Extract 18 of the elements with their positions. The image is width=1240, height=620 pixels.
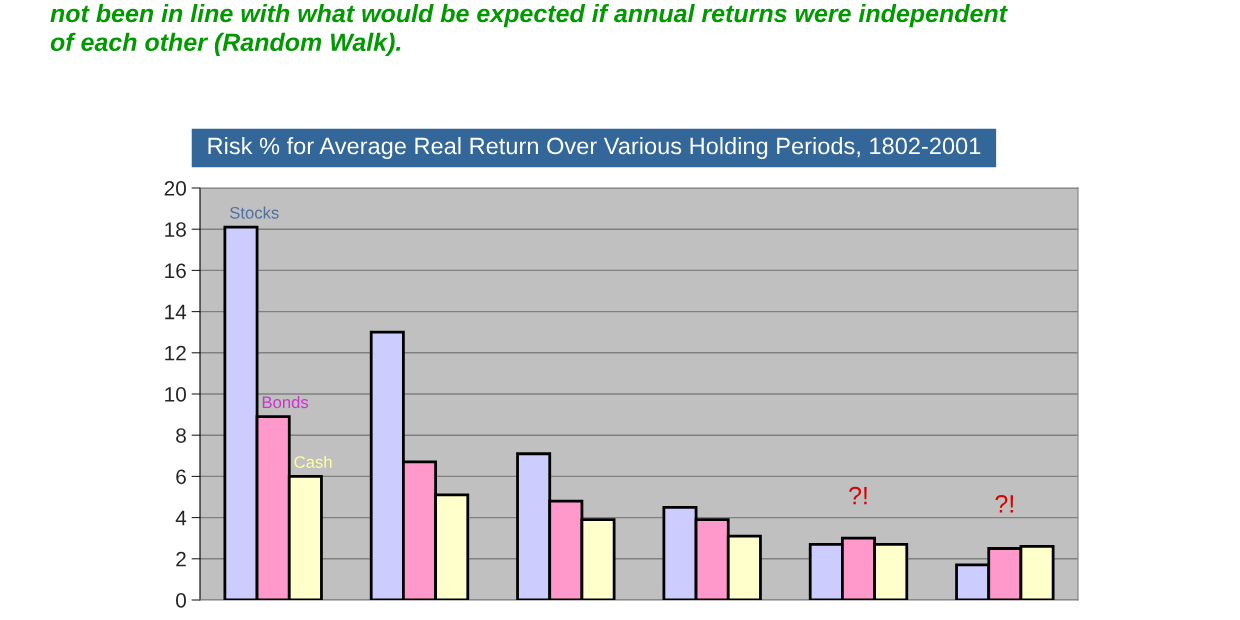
y-tick-label: 12 xyxy=(165,345,186,361)
annotation: ?! xyxy=(995,494,1013,513)
annotation: ?! xyxy=(849,486,867,505)
y-tick-label: 2 xyxy=(176,551,186,567)
y-tick-label: 18 xyxy=(165,222,186,237)
text: not been in line with what would be expected if annual returns were independent of each other (Random Walk). xyxy=(50,3,1008,57)
y-tick-label: 14 xyxy=(165,304,187,320)
series-label: Cash xyxy=(294,455,332,468)
chart-title: Risk % for Average Real Return Over Various Holding Periods, 1802-2001 xyxy=(208,137,981,160)
y-tick-label: 4 xyxy=(175,510,187,526)
y-tick-label: 8 xyxy=(176,428,186,443)
y-tick-label: 16 xyxy=(165,263,186,279)
y-tick-label: 0 xyxy=(176,593,186,608)
series-label: Stocks xyxy=(230,206,279,219)
series-label: Bonds xyxy=(262,395,309,409)
y-tick-label: 10 xyxy=(165,387,186,402)
y-tick-label: 20 xyxy=(164,181,186,196)
y-tick-label: 6 xyxy=(176,469,186,485)
